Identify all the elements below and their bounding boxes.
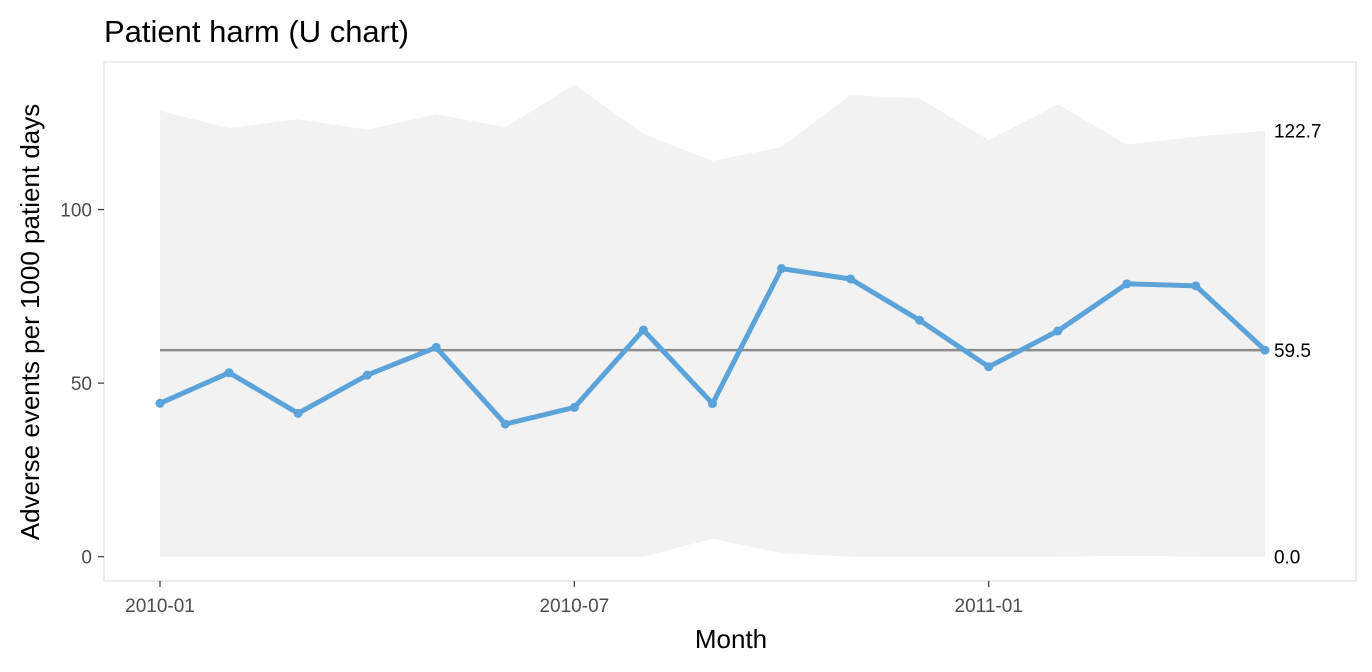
y-tick-label: 100 [60, 201, 92, 222]
data-point [984, 362, 994, 372]
panel-border [103, 61, 1357, 582]
x-tick-label: 2011-01 [955, 596, 1023, 617]
data-point [293, 408, 303, 418]
data-point [1053, 326, 1063, 336]
data-point [569, 402, 579, 412]
data-point [1191, 281, 1201, 291]
data-point [431, 342, 441, 352]
lcl-end-label: 0.0 [1274, 548, 1300, 569]
x-axis-title: Month [695, 624, 767, 654]
chart-title: Patient harm (U chart) [104, 14, 409, 49]
x-tick-label: 2010-01 [125, 596, 195, 617]
data-point [1122, 279, 1132, 289]
plot-area: 0 50 100 2010-01 2010-07 2011-01 122.7 59.5 0.0 [60, 61, 1357, 617]
y-axis-title: Adverse events per 1000 patient days [15, 104, 45, 541]
data-point [155, 398, 165, 408]
data-point [638, 325, 648, 335]
ucl-end-label: 122.7 [1274, 122, 1322, 143]
y-tick-label: 50 [71, 374, 92, 395]
data-point [224, 368, 234, 378]
data-point [915, 315, 925, 325]
data-point [707, 399, 717, 409]
data-point [362, 370, 372, 380]
data-point [777, 264, 787, 274]
x-tick-label: 2010-07 [539, 596, 609, 617]
center-end-label: 59.5 [1274, 341, 1311, 362]
data-point [846, 274, 856, 284]
data-point [500, 419, 510, 429]
control-limits-band [160, 84, 1265, 557]
data-point [1260, 345, 1270, 355]
y-tick-label: 0 [81, 548, 92, 569]
